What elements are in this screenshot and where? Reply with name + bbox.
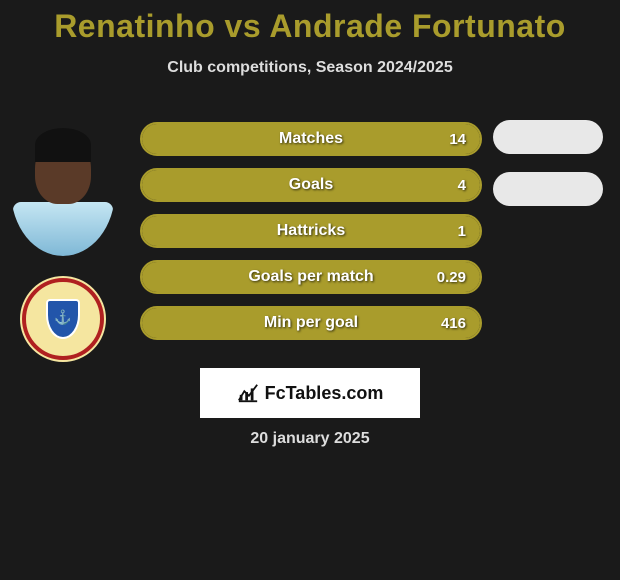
- chart-icon: [237, 382, 259, 404]
- opponent-photo-placeholder: [493, 120, 603, 154]
- vs-text: vs: [225, 8, 262, 44]
- comparison-title: Renatinho vs Andrade Fortunato: [0, 0, 620, 45]
- stat-row: Matches14: [140, 122, 482, 156]
- club-logo: [20, 276, 106, 362]
- player2-name: Andrade Fortunato: [269, 8, 565, 44]
- brand-text: FcTables.com: [265, 383, 384, 404]
- stat-label: Goals per match: [142, 268, 480, 286]
- left-column: [8, 126, 118, 362]
- subtitle: Club competitions, Season 2024/2025: [0, 59, 620, 77]
- brand-badge[interactable]: FcTables.com: [200, 368, 420, 418]
- right-column: [488, 120, 608, 206]
- player1-name: Renatinho: [54, 8, 215, 44]
- stat-value: 0.29: [437, 269, 466, 286]
- stat-value: 14: [449, 131, 466, 148]
- stat-label: Matches: [142, 130, 480, 148]
- stat-label: Hattricks: [142, 222, 480, 240]
- stat-label: Min per goal: [142, 314, 480, 332]
- stat-row: Goals per match0.29: [140, 260, 482, 294]
- date-text: 20 january 2025: [0, 430, 620, 448]
- stat-value: 416: [441, 315, 466, 332]
- stats-list: Matches14Goals4Hattricks1Goals per match…: [140, 122, 482, 340]
- stat-value: 4: [458, 177, 466, 194]
- stat-value: 1: [458, 223, 466, 240]
- stat-row: Hattricks1: [140, 214, 482, 248]
- stat-row: Goals4: [140, 168, 482, 202]
- stat-row: Min per goal416: [140, 306, 482, 340]
- stat-label: Goals: [142, 176, 480, 194]
- opponent-logo-placeholder: [493, 172, 603, 206]
- player-photo: [11, 126, 115, 256]
